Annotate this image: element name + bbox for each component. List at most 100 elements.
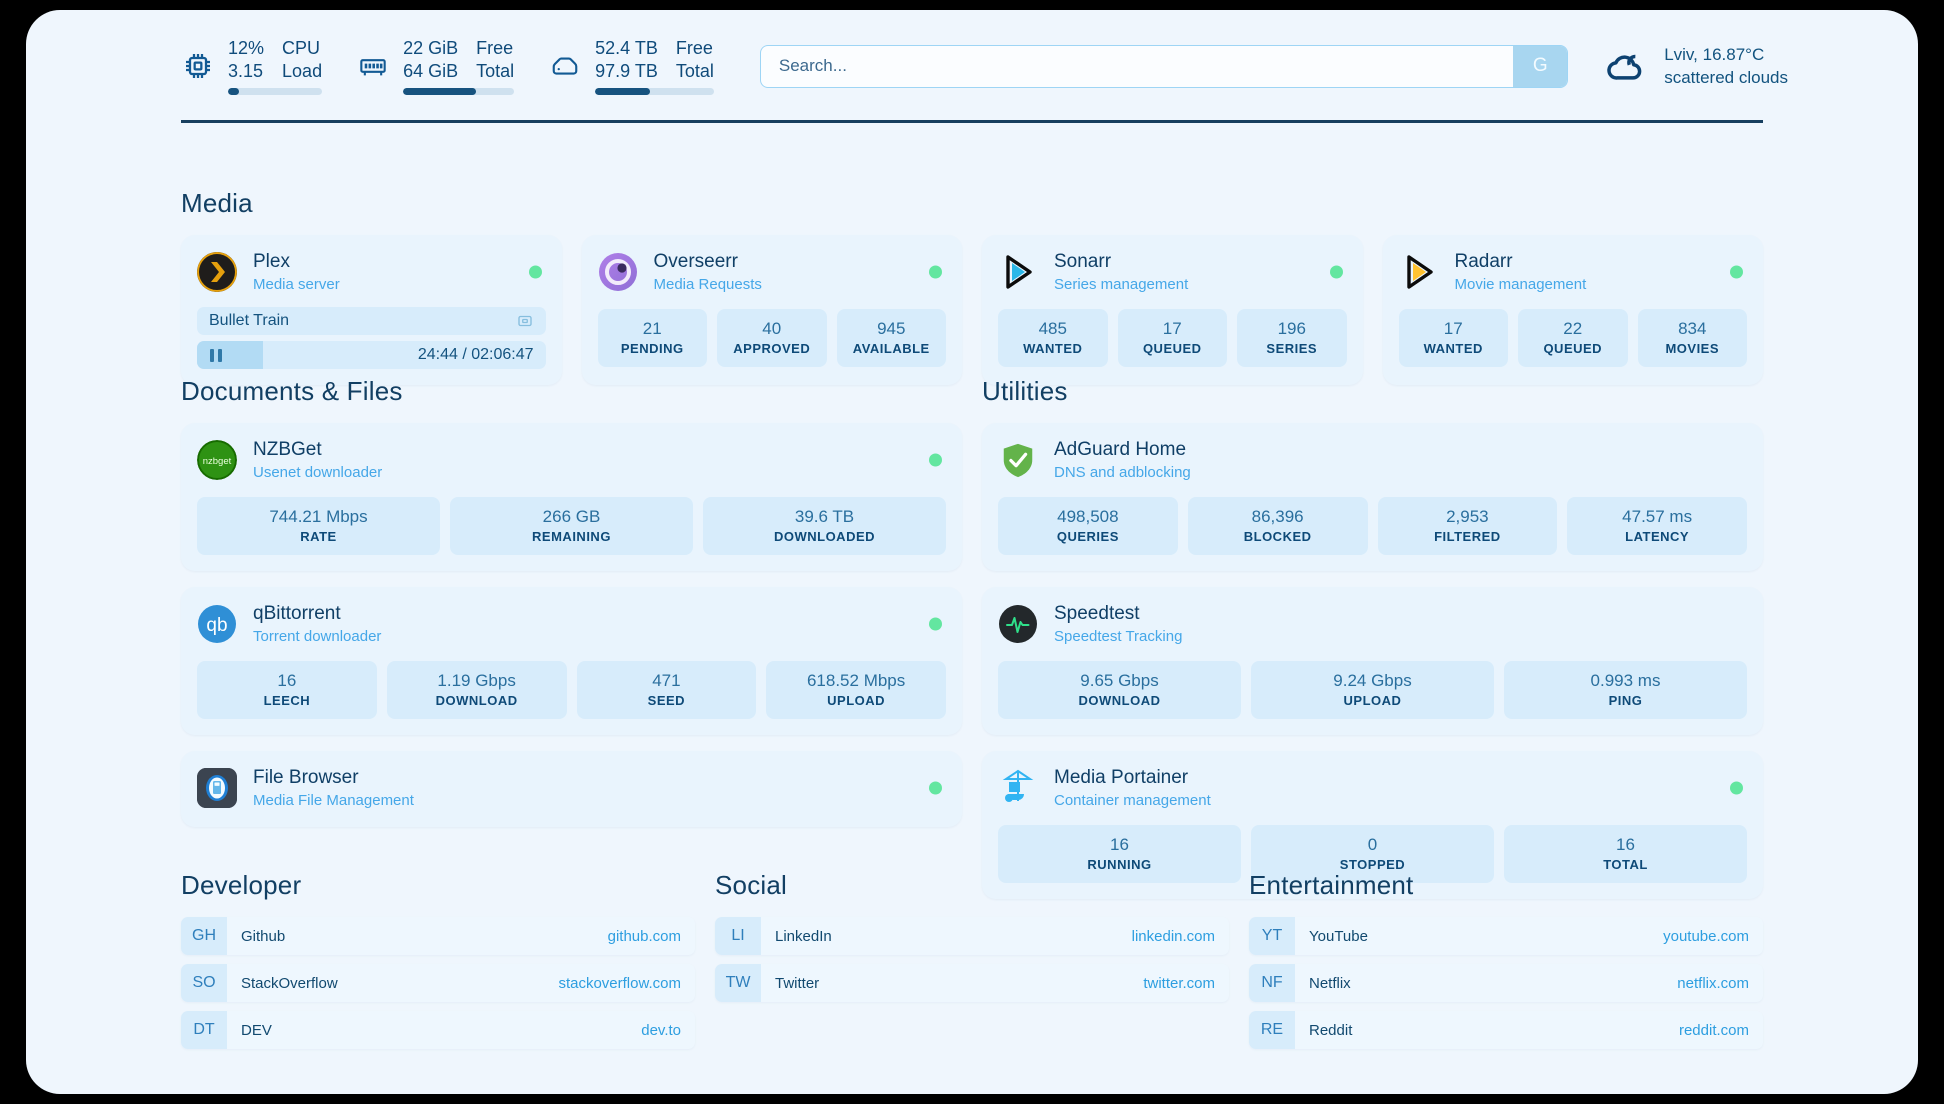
svg-text:nzbget: nzbget xyxy=(203,456,232,467)
service-subtitle: Movie management xyxy=(1454,276,1587,293)
stat-box: 0 STOPPED xyxy=(1251,825,1494,883)
svg-text:qb: qb xyxy=(206,615,227,636)
service-stats: 744.21 Mbps RATE 266 GB REMAINING 39.6 T… xyxy=(197,497,946,555)
cpu-load-avg: 3.15 xyxy=(228,61,264,81)
bookmark-group-social: Social LI LinkedIn linkedin.com TW Twitt… xyxy=(715,870,1229,1049)
service-card-plex[interactable]: Plex Media server Bullet Train xyxy=(181,235,562,385)
playback-progress-bar[interactable]: 24:44 / 02:06:47 xyxy=(197,341,546,369)
bookmark-item-github[interactable]: GH Github github.com xyxy=(181,917,695,955)
bookmark-url: netflix.com xyxy=(1677,974,1749,992)
service-subtitle: Torrent downloader xyxy=(253,628,382,645)
service-card-file-browser[interactable]: File Browser Media File Management xyxy=(181,751,962,827)
utilities-section: Utilities AdGuard Home DNS and adblockin… xyxy=(982,376,1763,899)
utilities-section-title: Utilities xyxy=(982,376,1068,406)
stat-box: 17 WANTED xyxy=(1398,309,1508,367)
cpu-icon xyxy=(181,49,215,83)
service-card-adguard-home[interactable]: AdGuard Home DNS and adblocking 498,508 … xyxy=(982,423,1763,571)
bookmark-item-reddit[interactable]: RE Reddit reddit.com xyxy=(1249,1011,1763,1049)
service-stats: 498,508 QUERIES 86,396 BLOCKED 2,953 FIL… xyxy=(998,497,1747,555)
plex-icon xyxy=(197,252,237,292)
stat-box: 266 GB REMAINING xyxy=(450,497,693,555)
status-indicator-online xyxy=(929,265,942,279)
stat-box: 16 LEECH xyxy=(197,661,377,719)
disk-icon xyxy=(548,49,582,83)
bookmark-item-twitter[interactable]: TW Twitter twitter.com xyxy=(715,964,1229,1002)
service-stats: 16 LEECH 1.19 Gbps DOWNLOAD 471 SEED 618… xyxy=(197,661,946,719)
bookmark-name: Twitter xyxy=(775,974,820,992)
service-name: Media Portainer xyxy=(1054,767,1189,788)
service-stats: 21 PENDING 40 APPROVED 945 AVAILABLE xyxy=(597,309,946,367)
system-stat-cpu: 12% 3.15 CPU Load xyxy=(181,37,323,95)
service-name: Radarr xyxy=(1454,251,1513,272)
bookmark-group-title: Developer xyxy=(181,870,302,900)
bookmark-url: linkedin.com xyxy=(1131,927,1215,945)
bookmark-item-netflix[interactable]: NF Netflix netflix.com xyxy=(1249,964,1763,1002)
status-indicator-online xyxy=(1730,781,1743,795)
service-card-sonarr[interactable]: Sonarr Series management 485 WANTED 17 Q… xyxy=(982,235,1363,385)
stat-box: 22 QUEUED xyxy=(1518,309,1628,367)
stat-box: 1.19 Gbps DOWNLOAD xyxy=(386,661,567,719)
service-card-radarr[interactable]: Radarr Movie management 17 WANTED 22 QUE… xyxy=(1382,235,1763,385)
now-playing-title: Bullet Train xyxy=(209,312,290,329)
bookmark-abbr: SO xyxy=(181,964,227,1002)
bookmark-group-developer: Developer GH Github github.com SO StackO… xyxy=(181,870,695,1049)
bookmark-abbr: GH xyxy=(181,917,227,955)
service-card-speedtest[interactable]: Speedtest Speedtest Tracking 9.65 Gbps D… xyxy=(982,587,1763,735)
bookmark-name: Reddit xyxy=(1309,1021,1353,1039)
bookmark-name: Github xyxy=(241,927,286,945)
stat-box: 21 PENDING xyxy=(597,309,707,367)
service-card-overseerr[interactable]: Overseerr Media Requests 21 PENDING 40 A… xyxy=(581,235,962,385)
memory-values: 22 GiB 64 GiB xyxy=(403,38,459,81)
qbittorrent-icon: qb xyxy=(197,604,237,644)
bookmark-item-youtube[interactable]: YT YouTube youtube.com xyxy=(1249,917,1763,955)
mid-sections: Documents & Files nzbget NZBGet xyxy=(181,376,1763,899)
disk-usage-bar xyxy=(595,88,714,95)
bookmark-url: reddit.com xyxy=(1678,1021,1749,1039)
filebrowser-icon xyxy=(197,768,237,808)
bookmark-group-title: Social xyxy=(715,870,788,900)
bookmarks-area: Developer GH Github github.com SO StackO… xyxy=(181,870,1763,1049)
service-card-qbittorrent[interactable]: qb qBittorrent Torrent downloader 16 LEE… xyxy=(181,587,962,735)
cast-icon[interactable] xyxy=(516,312,534,330)
weather-widget[interactable]: Lviv, 16.87°C scattered clouds xyxy=(1604,43,1788,89)
service-subtitle: Media server xyxy=(253,276,340,293)
service-subtitle: Container management xyxy=(1054,792,1211,809)
service-name: AdGuard Home xyxy=(1054,439,1187,460)
stat-box: 945 AVAILABLE xyxy=(836,309,946,367)
bookmark-name: StackOverflow xyxy=(241,974,338,992)
service-subtitle: Media File Management xyxy=(253,792,414,809)
service-card-nzbget[interactable]: nzbget NZBGet Usenet downloader 744.21 M… xyxy=(181,423,962,571)
bookmark-item-dev[interactable]: DT DEV dev.to xyxy=(181,1011,695,1049)
pause-icon[interactable] xyxy=(210,348,222,362)
search-input[interactable] xyxy=(760,45,1514,87)
service-name: Overseerr xyxy=(653,251,738,272)
bookmark-abbr: YT xyxy=(1249,917,1295,955)
playback-time: 24:44 / 02:06:47 xyxy=(417,346,534,363)
service-card-media-portainer[interactable]: Media Portainer Container management 16 … xyxy=(982,751,1763,899)
stat-box: 618.52 Mbps UPLOAD xyxy=(766,661,946,719)
now-playing-title-bar: Bullet Train xyxy=(197,307,546,335)
weather-location-temp: Lviv, 16.87°C xyxy=(1664,45,1765,64)
bookmark-name: Netflix xyxy=(1309,974,1351,992)
bookmark-item-stackoverflow[interactable]: SO StackOverflow stackoverflow.com xyxy=(181,964,695,1002)
radarr-icon xyxy=(1399,252,1439,292)
disk-values: 52.4 TB 97.9 TB xyxy=(595,38,658,81)
stat-box: 498,508 QUERIES xyxy=(998,497,1178,555)
service-stats: 485 WANTED 17 QUEUED 196 SERIES xyxy=(998,309,1347,367)
bookmark-abbr: DT xyxy=(181,1011,227,1049)
bookmark-name: YouTube xyxy=(1309,927,1368,945)
service-name: qBittorrent xyxy=(253,603,341,624)
search-bar[interactable]: G xyxy=(759,44,1569,88)
status-indicator-online xyxy=(528,265,542,279)
service-subtitle: Series management xyxy=(1054,276,1189,293)
service-name: Speedtest xyxy=(1054,603,1140,624)
cloud-icon xyxy=(1604,44,1648,88)
bookmark-item-linkedin[interactable]: LI LinkedIn linkedin.com xyxy=(715,917,1229,955)
overseerr-icon xyxy=(598,252,638,292)
bookmark-group-title: Entertainment xyxy=(1249,870,1414,900)
search-engine-button[interactable]: G xyxy=(1513,45,1568,87)
service-subtitle: Speedtest Tracking xyxy=(1054,628,1183,645)
stat-box: 47.57 ms LATENCY xyxy=(1567,497,1747,555)
memory-usage-bar xyxy=(403,88,515,95)
bookmark-url: dev.to xyxy=(641,1021,681,1039)
